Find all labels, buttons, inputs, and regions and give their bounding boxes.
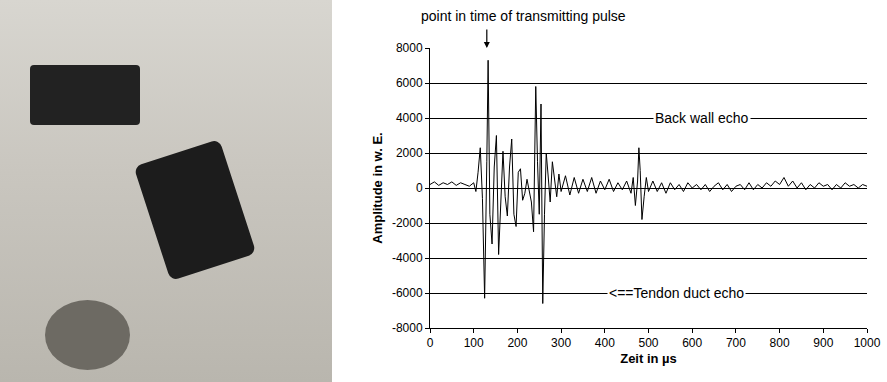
svg-text:800: 800 bbox=[770, 336, 790, 350]
svg-text:300: 300 bbox=[551, 336, 571, 350]
svg-text:Amplitude in w. E.: Amplitude in w. E. bbox=[370, 132, 385, 243]
svg-text:8000: 8000 bbox=[396, 41, 423, 55]
svg-text:900: 900 bbox=[813, 336, 833, 350]
svg-text:400: 400 bbox=[595, 336, 615, 350]
svg-text:<==Tendon duct echo: <==Tendon duct echo bbox=[609, 285, 744, 301]
svg-text:1000: 1000 bbox=[854, 336, 881, 350]
svg-text:0: 0 bbox=[427, 336, 434, 350]
svg-text:point in time of transmitting: point in time of transmitting pulse bbox=[421, 8, 626, 24]
svg-text:600: 600 bbox=[682, 336, 702, 350]
svg-text:500: 500 bbox=[638, 336, 658, 350]
svg-text:700: 700 bbox=[726, 336, 746, 350]
svg-text:200: 200 bbox=[507, 336, 527, 350]
svg-text:2000: 2000 bbox=[396, 146, 423, 160]
svg-text:Zeit in µs: Zeit in µs bbox=[620, 351, 677, 366]
svg-text:6000: 6000 bbox=[396, 76, 423, 90]
svg-text:-2000: -2000 bbox=[392, 216, 423, 230]
svg-text:-4000: -4000 bbox=[392, 251, 423, 265]
svg-text:4000: 4000 bbox=[396, 111, 423, 125]
svg-text:100: 100 bbox=[464, 336, 484, 350]
svg-text:0: 0 bbox=[416, 181, 423, 195]
svg-text:Back wall echo: Back wall echo bbox=[655, 110, 749, 126]
svg-text:-8000: -8000 bbox=[392, 321, 423, 335]
svg-text:-6000: -6000 bbox=[392, 286, 423, 300]
